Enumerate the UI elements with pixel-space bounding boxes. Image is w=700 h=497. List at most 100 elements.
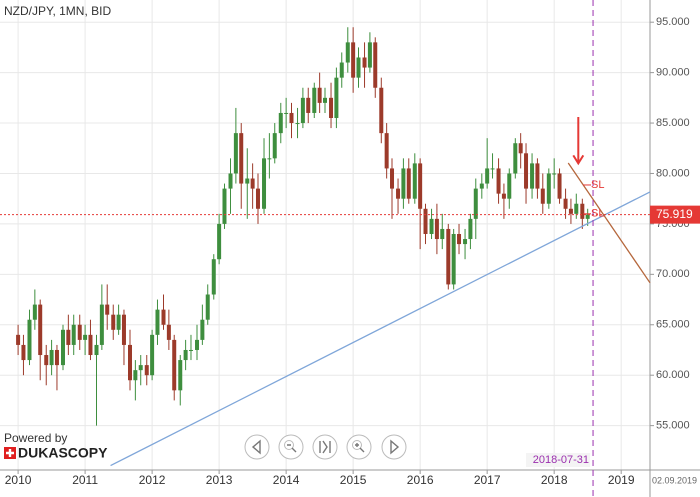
candle-body — [161, 309, 166, 325]
candle-body — [552, 173, 557, 175]
current-price-box — [650, 205, 700, 224]
candle-body — [563, 198, 568, 209]
candle-body — [306, 97, 311, 113]
candle-body — [150, 334, 155, 376]
candle-body — [16, 334, 21, 345]
candle-body — [468, 218, 473, 240]
candle-body — [245, 178, 250, 184]
x-tick-label: 2012 — [139, 473, 166, 487]
date-marker-box — [526, 453, 591, 467]
candle-body — [116, 314, 121, 330]
zoom-out-button[interactable] — [278, 434, 304, 460]
trend-line — [110, 191, 651, 467]
candle-body — [585, 214, 590, 219]
candle-body — [272, 133, 277, 159]
candle-body — [546, 173, 551, 204]
logo-cross — [6, 449, 14, 457]
candle-body — [94, 344, 99, 356]
candle-body — [384, 133, 389, 169]
scroll-right-button[interactable] — [381, 434, 407, 460]
reset-button[interactable] — [312, 434, 338, 460]
candle-body — [195, 339, 200, 350]
candle-body — [49, 349, 54, 366]
candle-body — [105, 304, 110, 315]
candle-body — [485, 168, 490, 184]
candle-body — [317, 87, 322, 103]
y-tick-label: 95.000 — [656, 16, 690, 28]
y-tick-label: 90.000 — [656, 67, 690, 79]
candle-body — [580, 203, 585, 219]
candle-body — [412, 163, 417, 199]
annotation-arrow-head — [572, 154, 585, 166]
x-tick-label: 2010 — [5, 473, 32, 487]
x-tick-label: 2016 — [407, 473, 434, 487]
candle-body — [574, 203, 579, 214]
candle-body — [144, 365, 149, 376]
candle-body — [172, 339, 177, 391]
candle-body — [479, 183, 484, 189]
candle-body — [540, 188, 545, 204]
candle-body — [323, 97, 327, 103]
x-tick-label: 2013 — [206, 473, 233, 487]
candle-body — [21, 344, 26, 361]
candle-body — [379, 87, 384, 134]
candle-body — [60, 329, 65, 366]
logo-text: DUKASCOPY — [18, 445, 108, 461]
candle-body — [418, 163, 423, 209]
y-tick-label: 80.000 — [656, 167, 690, 179]
candle-body — [77, 324, 82, 340]
candle-body — [345, 42, 350, 63]
candle-body — [356, 57, 361, 78]
candle-body — [262, 158, 267, 209]
candle-body — [222, 188, 227, 224]
candle-body — [334, 77, 339, 119]
candle-body — [518, 143, 523, 154]
candle-body — [524, 153, 529, 189]
controls — [244, 434, 407, 460]
marks — [16, 27, 590, 426]
y-tick-label: 60.000 — [656, 369, 690, 381]
candle-body — [121, 314, 126, 345]
candle-body — [339, 62, 344, 78]
candle-body — [178, 360, 183, 391]
zoom-in-button[interactable] — [346, 434, 372, 460]
candle-body — [267, 158, 272, 160]
candle-body — [463, 239, 468, 245]
candle-body — [351, 42, 356, 78]
candle-body — [373, 42, 378, 88]
x-tick-label: 2015 — [340, 473, 367, 487]
candle-body — [362, 57, 367, 68]
y-tick-label: 55.000 — [656, 420, 690, 432]
x-tick-label: 2017 — [474, 473, 501, 487]
candle-body — [329, 97, 334, 119]
candle-body — [38, 304, 43, 356]
candle-body — [217, 223, 222, 260]
candle-body — [434, 218, 439, 240]
candle-body — [451, 233, 456, 285]
candle-body — [457, 233, 462, 245]
candle-body — [278, 112, 283, 134]
x-tick-label: 2019 — [608, 473, 635, 487]
candle-body — [300, 97, 305, 124]
candle-body — [183, 349, 188, 361]
scroll-left-button[interactable] — [244, 434, 270, 460]
x-tick-label: 2014 — [273, 473, 300, 487]
candle-body — [111, 314, 116, 330]
candle-body — [138, 365, 143, 371]
y-tick-label: 70.000 — [656, 268, 690, 280]
chart-title: NZD/JPY, 1MN, BID — [4, 4, 111, 18]
candle-body — [155, 309, 160, 335]
candle-body — [289, 112, 294, 124]
candle-body — [128, 344, 132, 381]
candle-body — [367, 42, 372, 68]
current-price-label: 75.919 — [656, 207, 693, 221]
candle-body — [233, 133, 238, 174]
candle-body — [557, 173, 562, 199]
date-marker-label: 2018-07-31 — [533, 454, 589, 466]
candle-body — [27, 319, 32, 361]
sl-label: SL — [591, 179, 604, 191]
candle-body — [406, 168, 411, 199]
candle-body — [211, 259, 216, 295]
